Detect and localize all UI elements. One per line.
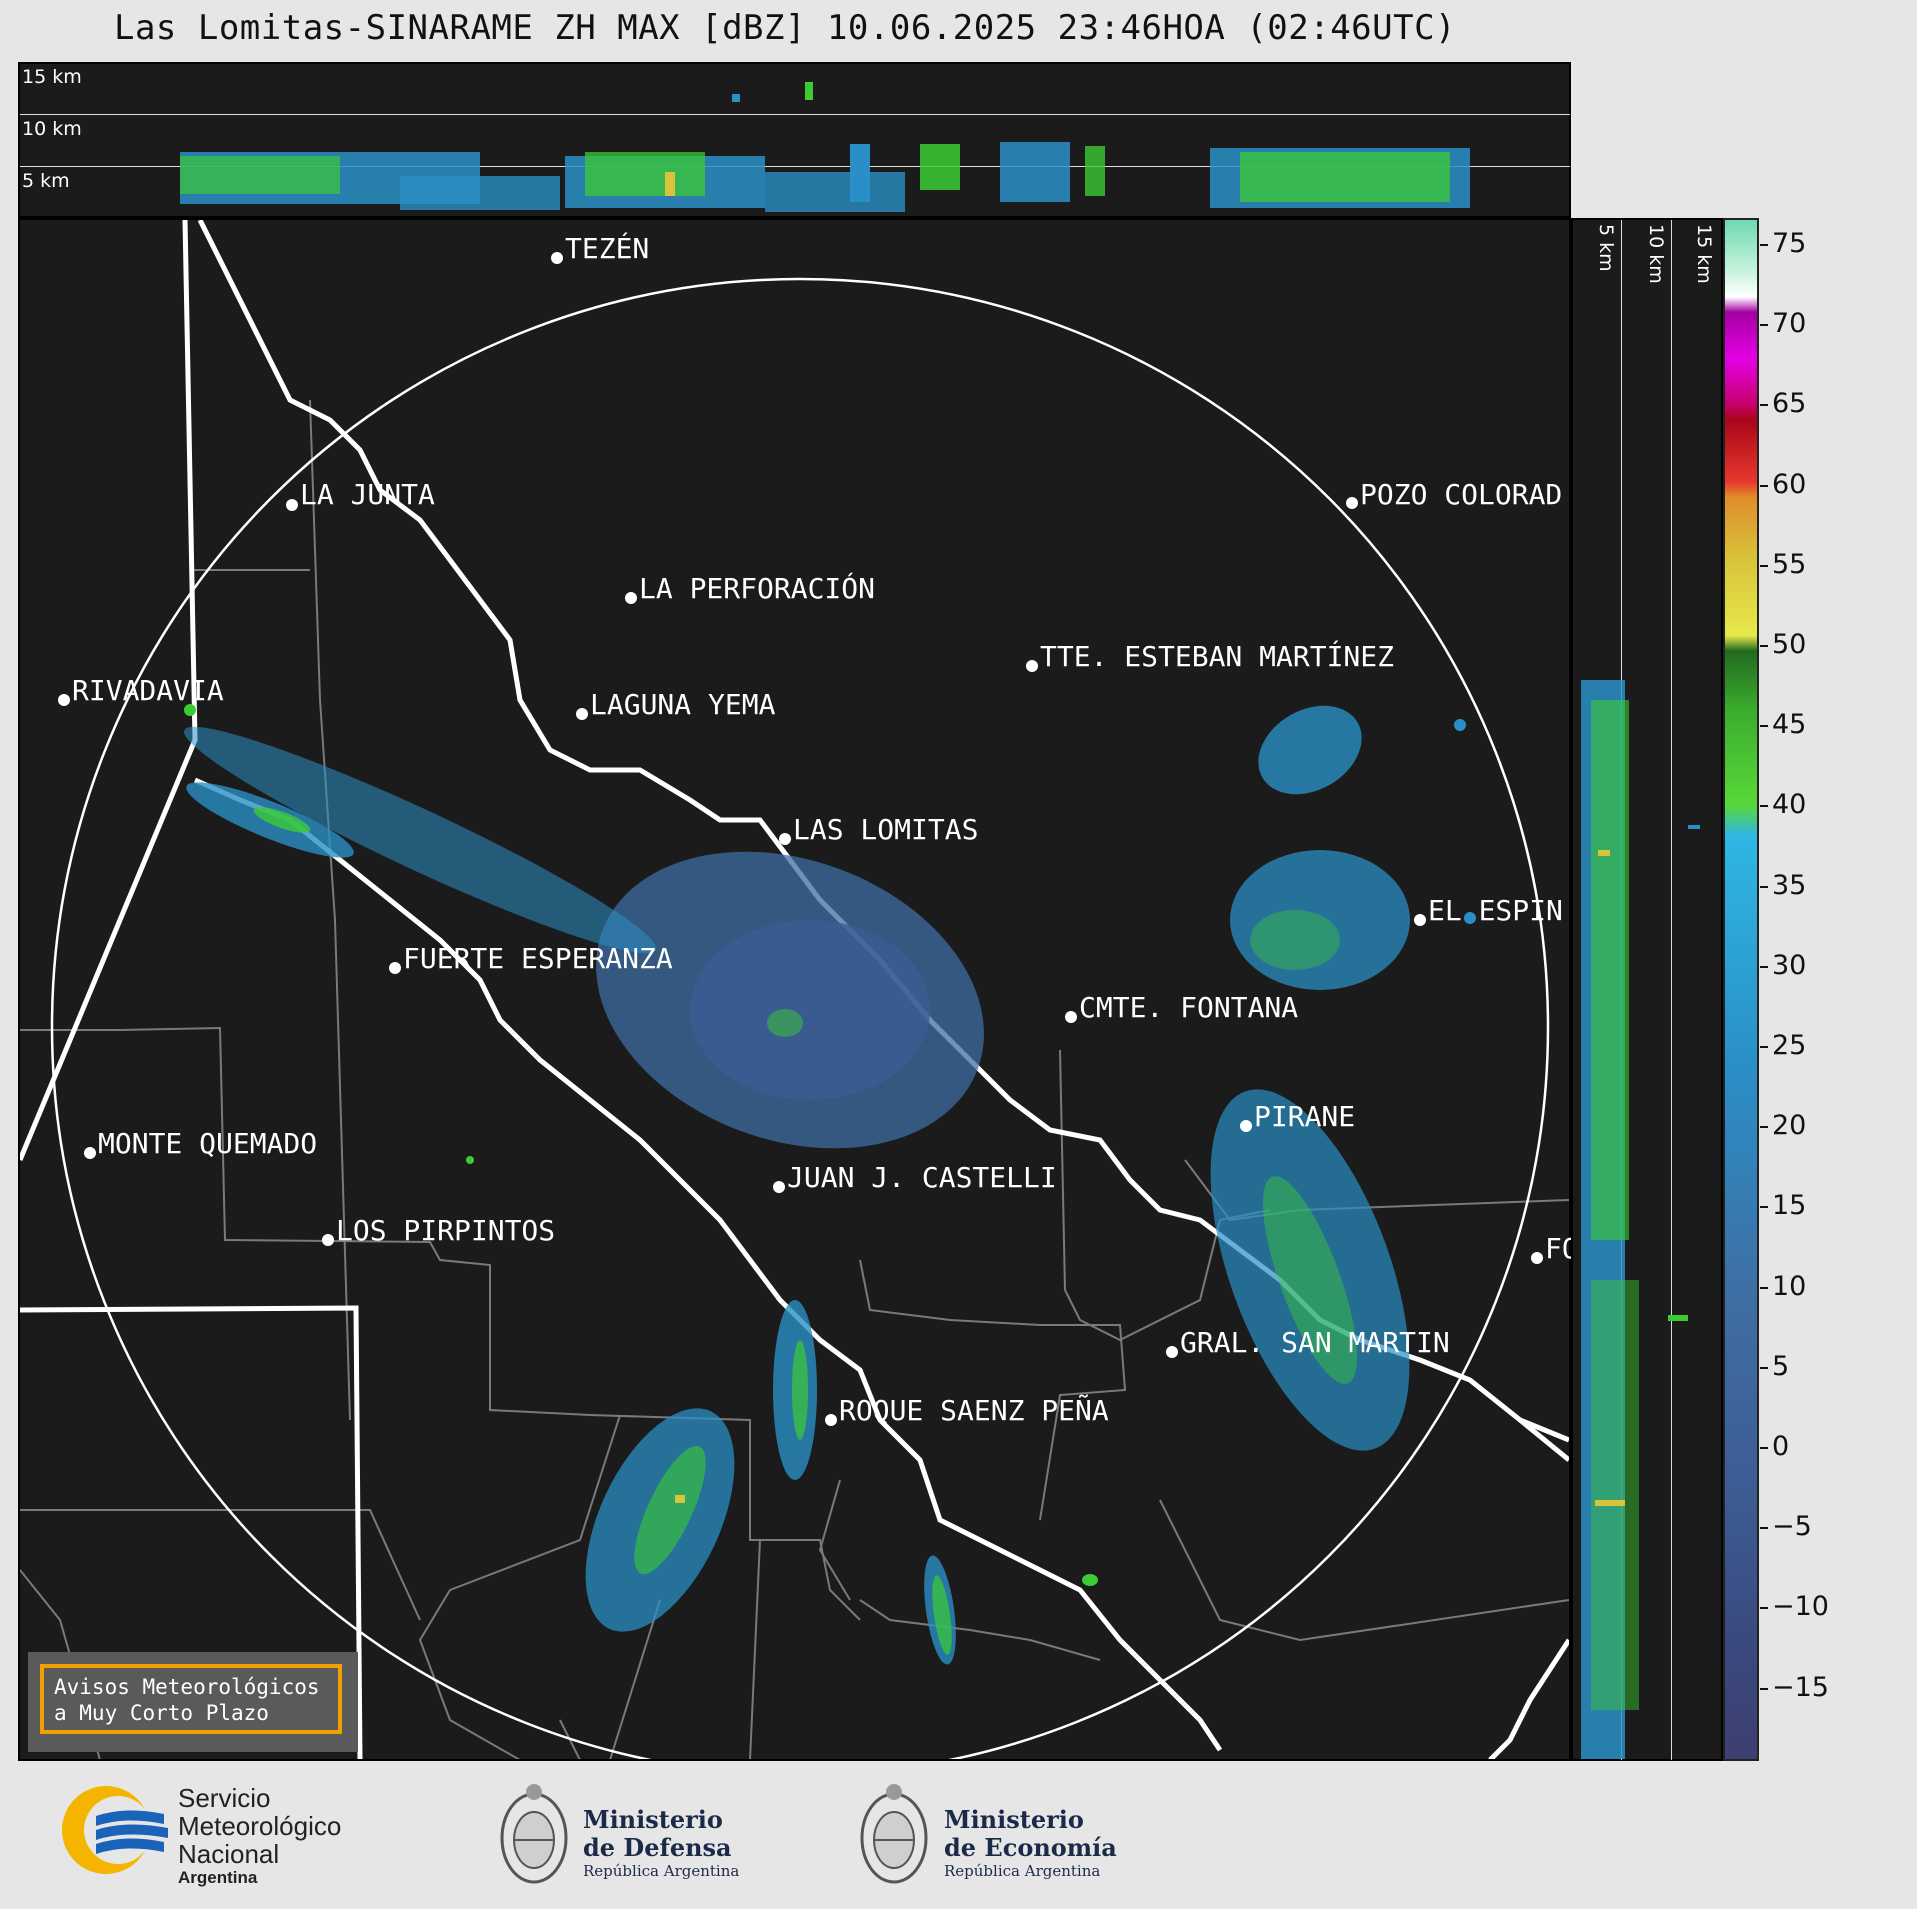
city-markers <box>58 252 1543 1426</box>
range-ring <box>50 277 1550 1759</box>
colorbar-tick-label: 55 <box>1772 548 1807 580</box>
colorbar-tick-mark <box>1760 885 1768 888</box>
radar-title: Las Lomitas-SINARAME ZH MAX [dBZ] 10.06.… <box>113 8 1457 48</box>
coat-of-arms-economia-icon <box>860 1784 928 1884</box>
colorbar-tick-mark <box>1760 805 1768 808</box>
coat-of-arms-defensa-icon <box>500 1784 568 1884</box>
city-label-gral-san-martin: GRAL. SAN MARTIN <box>1180 1326 1450 1359</box>
province-boundaries <box>20 399 1569 1759</box>
dbz-colorbar <box>1723 218 1759 1761</box>
smn-logo-icon <box>62 1786 168 1874</box>
colorbar-tick-label: 30 <box>1772 949 1807 981</box>
city-label-tezen: TEZÉN <box>565 232 650 265</box>
smn-line1: Servicio <box>178 1783 271 1813</box>
colorbar-tick-label: −15 <box>1772 1671 1829 1703</box>
radar-echoes <box>184 704 1476 1665</box>
smn-logo-text: Servicio Meteorológico Nacional Argentin… <box>178 1784 341 1888</box>
city-label-fuerte-esperanza: FUERTE ESPERANZA <box>403 942 673 975</box>
colorbar-tick-label: −5 <box>1772 1511 1812 1543</box>
city-label-las-lomitas: LAS LOMITAS <box>793 813 979 846</box>
colorbar-tick-label: 10 <box>1772 1270 1807 1302</box>
city-label-laguna-yema: LAGUNA YEMA <box>590 688 776 721</box>
colorbar-tick-label: 5 <box>1772 1350 1790 1382</box>
colorbar-tick-label: 0 <box>1772 1431 1790 1462</box>
map-canvas <box>20 220 1569 1759</box>
colorbar-tick-label: 50 <box>1772 629 1807 660</box>
colorbar-tick-mark <box>1760 484 1768 487</box>
side-alt-label-10km: 10 km <box>1645 224 1667 284</box>
side-alt-label-5km: 5 km <box>1595 224 1617 272</box>
defensa-line1: Ministerio <box>583 1805 723 1834</box>
colorbar-tick-mark <box>1760 1687 1768 1690</box>
colorbar-tick-mark <box>1760 1366 1768 1369</box>
top-echo-profile <box>180 82 1470 212</box>
avisos-line1: Avisos Meteorológicos <box>54 1675 320 1699</box>
colorbar-tick-mark <box>1760 244 1768 246</box>
city-label-rivadavia: RIVADAVIA <box>72 674 224 707</box>
economia-line2: de Economía <box>944 1833 1117 1862</box>
city-label-roque-saenz-pena: ROQUE SAENZ PEÑA <box>839 1394 1109 1427</box>
colorbar-tick-mark <box>1760 1206 1768 1209</box>
colorbar-tick-label: 35 <box>1772 869 1807 901</box>
city-label-la-perforacion: LA PERFORACIÓN <box>639 572 876 605</box>
city-label-tte-esteban-martinez: TTE. ESTEBAN MARTÍNEZ <box>1040 640 1395 673</box>
alt-label-15km: 15 km <box>22 66 82 88</box>
avisos-box: Avisos Meteorológicos a Muy Corto Plazo <box>28 1652 358 1752</box>
alt-line-10km <box>20 114 1570 115</box>
colorbar-tick-mark <box>1760 1447 1768 1449</box>
economia-text: Ministerio de Economía <box>944 1806 1117 1862</box>
city-label-pirane: PIRANE <box>1254 1100 1356 1133</box>
side-cross-section: 5 km 10 km 15 km <box>1571 218 1723 1761</box>
colorbar-tick-mark <box>1760 404 1768 407</box>
colorbar-tick-label: 25 <box>1772 1030 1807 1061</box>
colorbar-tick-mark <box>1760 1046 1768 1048</box>
side-echo-profile <box>1581 680 1700 1759</box>
alt-label-10km: 10 km <box>22 118 82 140</box>
city-label-monte-quemado: MONTE QUEMADO <box>98 1127 318 1160</box>
smn-line4: Argentina <box>178 1868 258 1887</box>
top-cross-section: 15 km 10 km 5 km <box>18 62 1571 218</box>
colorbar-tick-mark <box>1760 965 1768 968</box>
alt-label-5km: 5 km <box>22 170 70 192</box>
colorbar-tick-mark <box>1760 324 1768 327</box>
colorbar-tick-mark <box>1760 725 1768 728</box>
defensa-line2: de Defensa <box>583 1833 732 1862</box>
colorbar-tick-label: 20 <box>1772 1110 1807 1142</box>
city-label-los-pirpintos: LOS PIRPINTOS <box>336 1214 556 1247</box>
colorbar-tick-mark <box>1760 1527 1768 1530</box>
colorbar-tick-mark <box>1760 645 1768 647</box>
colorbar-tick-label: 75 <box>1772 228 1807 259</box>
colorbar-tick-label: −10 <box>1772 1591 1829 1623</box>
colorbar-tick-label: 40 <box>1772 789 1807 821</box>
smn-line2: Meteorológico <box>178 1811 342 1841</box>
smn-line3: Nacional <box>178 1839 280 1869</box>
colorbar-tick-label: 60 <box>1772 468 1807 500</box>
defensa-line3: República Argentina <box>583 1862 740 1880</box>
city-label-cmte-fontana: CMTE. FONTANA <box>1079 991 1299 1024</box>
economia-line1: Ministerio <box>944 1805 1084 1834</box>
city-label-el-espin: EL ESPIN <box>1428 894 1563 927</box>
side-alt-line-10km <box>1671 220 1672 1760</box>
colorbar-tick-label: 65 <box>1772 388 1807 420</box>
radar-map: TEZÉN LA JUNTA POZO COLORAD LA PERFORACI… <box>18 218 1579 1761</box>
city-label-pozo-colorado: POZO COLORAD <box>1360 478 1563 511</box>
colorbar-tick-label: 15 <box>1772 1190 1807 1222</box>
colorbar-tick-mark <box>1760 1126 1768 1129</box>
colorbar-tick-label: 70 <box>1772 308 1807 340</box>
defensa-text: Ministerio de Defensa <box>583 1806 732 1862</box>
city-label-juan-j-castelli: JUAN J. CASTELLI <box>787 1161 1057 1194</box>
colorbar-tick-mark <box>1760 1607 1768 1610</box>
avisos-box-frame: Avisos Meteorológicos a Muy Corto Plazo <box>40 1664 342 1734</box>
city-label-la-junta: LA JUNTA <box>300 478 435 511</box>
colorbar-tick-mark <box>1760 564 1768 567</box>
colorbar-tick-label: 45 <box>1772 709 1807 741</box>
side-alt-label-15km: 15 km <box>1693 224 1715 284</box>
economia-line3: República Argentina <box>944 1862 1101 1880</box>
alt-line-5km <box>20 166 1570 167</box>
avisos-line2: a Muy Corto Plazo <box>54 1701 269 1725</box>
colorbar-tick-mark <box>1760 1286 1768 1289</box>
